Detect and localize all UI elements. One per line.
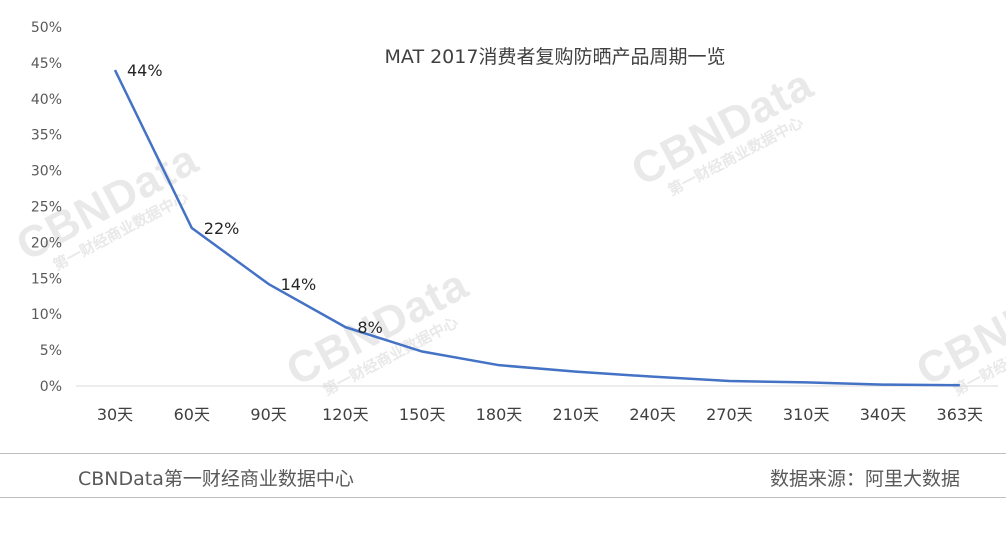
x-tick-label: 240天 bbox=[629, 405, 676, 424]
x-tick-label: 310天 bbox=[783, 405, 830, 424]
data-label: 44% bbox=[127, 61, 163, 80]
y-tick-label: 35% bbox=[31, 128, 62, 144]
y-tick-label: 45% bbox=[31, 56, 62, 72]
y-tick-label: 5% bbox=[40, 343, 62, 359]
y-tick-label: 50% bbox=[31, 20, 62, 36]
footer-data-source: 数据来源：阿里大数据 bbox=[769, 468, 960, 490]
x-tick-label: 210天 bbox=[553, 405, 600, 424]
footer-divider-bottom bbox=[0, 497, 1006, 498]
data-label: 8% bbox=[357, 318, 382, 337]
line-chart: MAT 2017消费者复购防晒产品周期一览 0% 5% 10% 15% 20% 25% 30… bbox=[31, 20, 998, 424]
y-tick-label: 0% bbox=[40, 379, 62, 395]
x-tick-label: 340天 bbox=[860, 405, 907, 424]
x-tick-label: 30天 bbox=[97, 405, 133, 424]
data-labels: 44% 22% 14% 8% bbox=[127, 61, 383, 337]
y-tick-label: 25% bbox=[31, 200, 62, 216]
y-axis: 0% 5% 10% 15% 20% 25% 30% 35% 40% 45% 50% bbox=[31, 20, 62, 395]
x-tick-label: 90天 bbox=[250, 405, 286, 424]
y-tick-label: 30% bbox=[31, 164, 62, 180]
x-tick-label: 60天 bbox=[174, 405, 210, 424]
x-tick-label: 150天 bbox=[399, 405, 446, 424]
data-label: 22% bbox=[204, 219, 240, 238]
x-tick-label: 120天 bbox=[322, 405, 369, 424]
y-tick-label: 15% bbox=[31, 271, 62, 287]
x-tick-label: 363天 bbox=[937, 405, 984, 424]
x-tick-label: 270天 bbox=[706, 405, 753, 424]
y-tick-label: 20% bbox=[31, 235, 62, 251]
y-tick-label: 10% bbox=[31, 307, 62, 323]
y-tick-label: 40% bbox=[31, 92, 62, 108]
x-tick-label: 180天 bbox=[476, 405, 523, 424]
footer-source-brand: CBNData第一财经商业数据中心 bbox=[78, 468, 354, 490]
x-axis-labels: 30天 60天 90天 120天 150天 180天 210天 240天 270天 310天 340… bbox=[97, 405, 983, 424]
footer-divider-top bbox=[0, 453, 1006, 454]
series-line bbox=[113, 69, 960, 387]
chart-title: MAT 2017消费者复购防晒产品周期一览 bbox=[385, 46, 726, 68]
data-label: 14% bbox=[281, 275, 317, 294]
